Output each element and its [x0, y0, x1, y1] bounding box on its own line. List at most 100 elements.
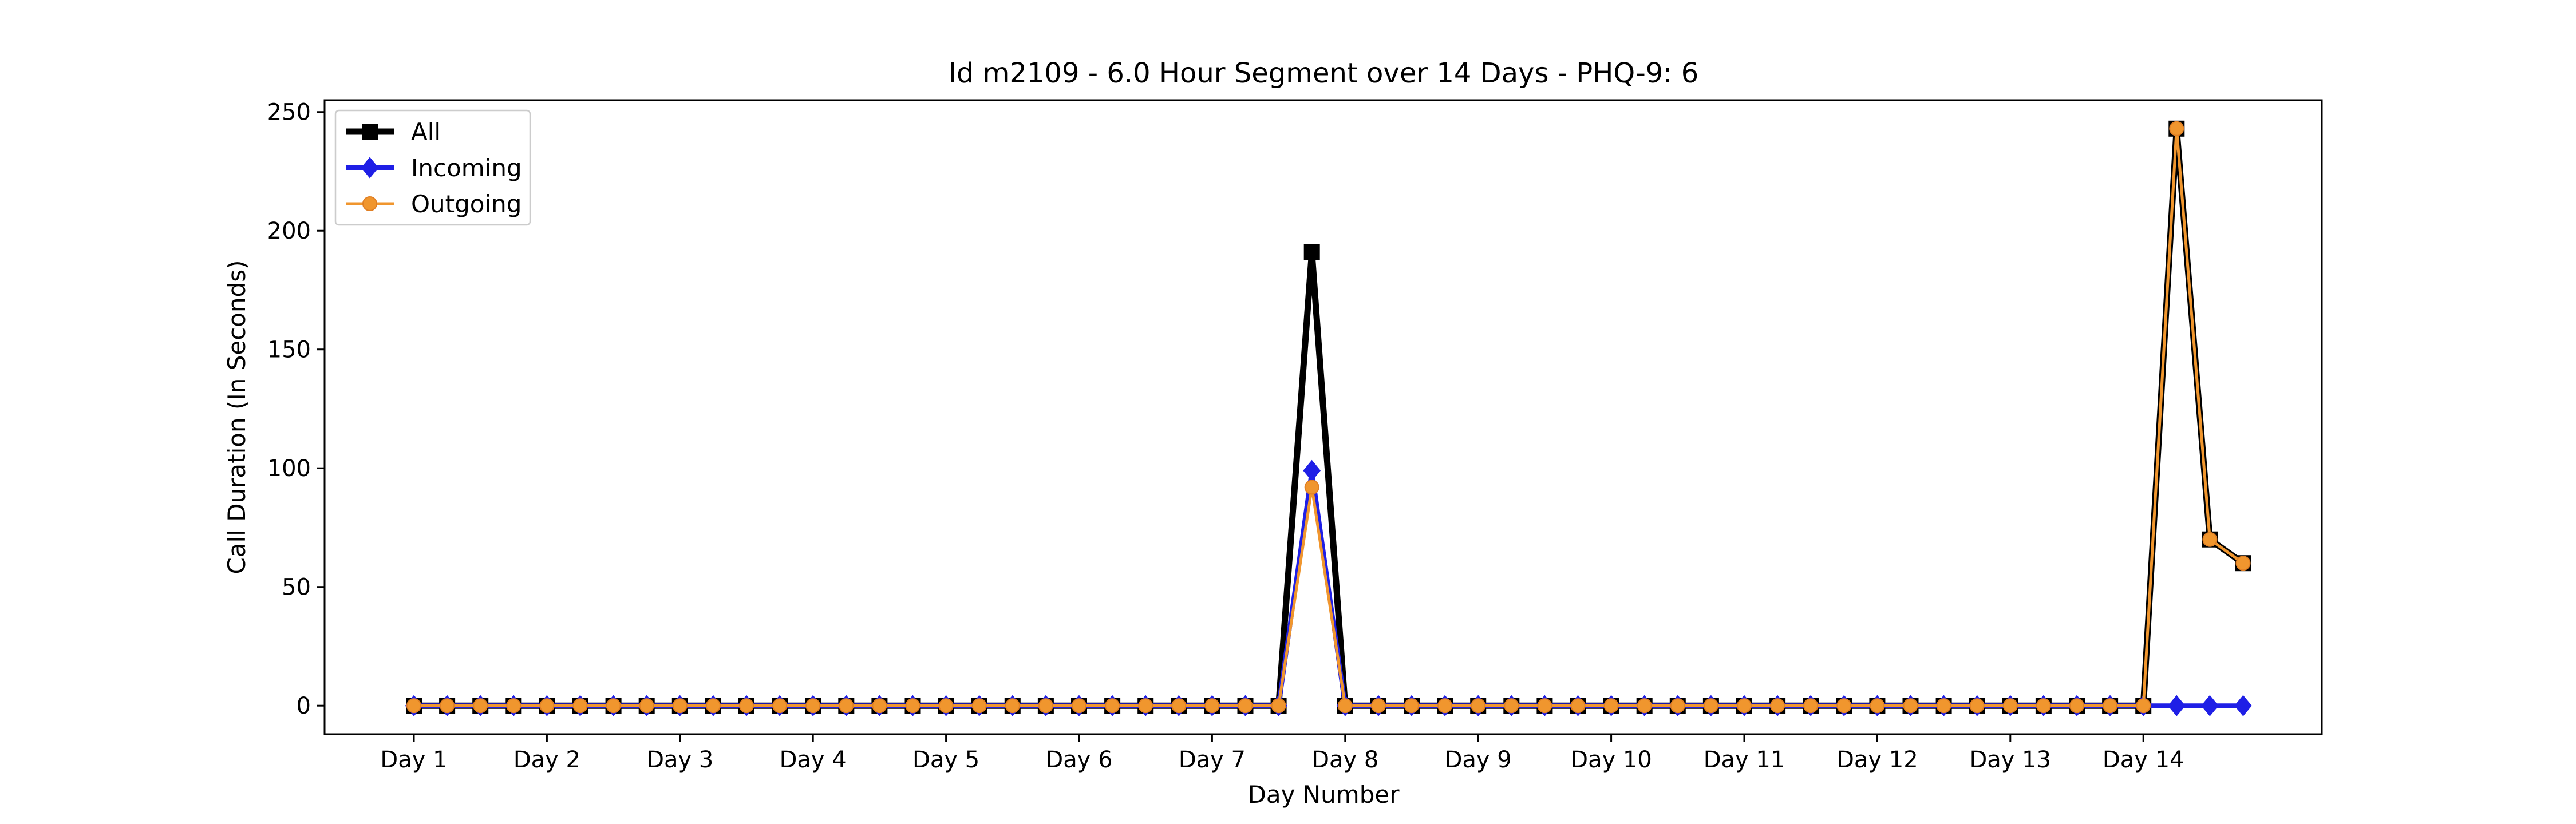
data-point-outgoing: [1670, 698, 1685, 714]
data-point-outgoing: [905, 698, 920, 714]
x-tick-label: Day 14: [2103, 747, 2184, 773]
data-point-outgoing: [1471, 698, 1486, 714]
y-tick-label: 150: [267, 337, 311, 363]
y-axis-ticks: 0 50 100 150 200 250: [267, 100, 325, 719]
data-point-outgoing: [1105, 698, 1120, 714]
series-all: [406, 120, 2251, 714]
data-point-outgoing: [1304, 480, 1319, 495]
data-point-outgoing: [1038, 698, 1053, 714]
x-tick-label: Day 4: [780, 747, 847, 773]
x-tick-label: Day 6: [1045, 747, 1112, 773]
y-tick-label: 200: [267, 218, 311, 244]
y-tick-label: 50: [282, 575, 311, 601]
x-tick-label: Day 12: [1836, 747, 1918, 773]
data-point-outgoing: [1570, 698, 1586, 714]
data-point-outgoing: [1637, 698, 1652, 714]
x-tick-label: Day 9: [1445, 747, 1512, 773]
y-tick-label: 100: [267, 455, 311, 482]
x-tick-label: Day 13: [1969, 747, 2051, 773]
data-point-outgoing: [2169, 121, 2184, 136]
legend-label-incoming: Incoming: [411, 154, 522, 182]
data-point-outgoing: [440, 698, 455, 714]
data-point-outgoing: [1803, 698, 1819, 714]
data-point-outgoing: [1504, 698, 1519, 714]
y-tick-label: 250: [267, 100, 311, 126]
legend-label-all: All: [411, 118, 441, 146]
x-axis-ticks: Day 1 Day 2 Day 3 Day 4 Day 5 Day 6 Day 7 Day 8…: [380, 734, 2184, 773]
data-point-outgoing: [1072, 698, 1086, 714]
data-point-outgoing: [772, 698, 788, 714]
data-point-outgoing: [971, 698, 987, 714]
data-point-outgoing: [506, 698, 521, 714]
legend-box: [334, 109, 531, 226]
x-tick-label: Day 7: [1179, 747, 1246, 773]
data-point-outgoing: [1603, 698, 1619, 714]
data-point-outgoing: [2103, 698, 2118, 714]
data-point-incoming: [2234, 695, 2252, 716]
data-point-outgoing: [606, 698, 621, 714]
data-point-outgoing: [572, 698, 588, 714]
plot-area-frame: [323, 99, 2323, 735]
data-point-outgoing: [1903, 698, 1918, 714]
x-tick-label: Day 5: [912, 747, 979, 773]
data-point-outgoing: [1737, 698, 1752, 714]
data-point-outgoing: [1969, 698, 1985, 714]
series-line-outgoing: [414, 128, 2244, 707]
legend: All Incoming Outgoing: [334, 109, 531, 226]
x-tick-label: Day 10: [1570, 747, 1652, 773]
data-point-outgoing: [1271, 698, 1286, 714]
data-point-outgoing: [1437, 698, 1453, 714]
legend-marker-outgoing: [362, 196, 377, 211]
data-point-outgoing: [473, 698, 488, 714]
x-tick-label: Day 11: [1704, 747, 1785, 773]
data-point-outgoing: [406, 698, 421, 714]
x-tick-label: Day 8: [1311, 747, 1378, 773]
data-point-outgoing: [1770, 698, 1785, 714]
data-point-outgoing: [872, 698, 887, 714]
x-tick-label: Day 1: [380, 747, 447, 773]
data-point-incoming: [2168, 695, 2186, 716]
data-point-outgoing: [672, 698, 688, 714]
y-axis-title: Call Duration (In Seconds): [223, 260, 251, 574]
series-outgoing: [406, 121, 2251, 714]
data-point-outgoing: [1870, 698, 1885, 714]
data-point-outgoing: [2002, 698, 2018, 714]
data-point-outgoing: [639, 698, 654, 714]
legend-marker-incoming: [361, 157, 379, 179]
data-point-outgoing: [805, 698, 821, 714]
data-point-outgoing: [1936, 698, 1951, 714]
data-point-outgoing: [1005, 698, 1020, 714]
data-point-outgoing: [1537, 698, 1552, 714]
x-tick-label: Day 2: [513, 747, 580, 773]
data-point-outgoing: [1204, 698, 1220, 714]
data-point-incoming: [1303, 459, 1321, 481]
data-point-outgoing: [839, 698, 854, 714]
x-axis-title: Day Number: [1247, 781, 1400, 809]
data-point-incoming: [2201, 695, 2219, 716]
data-point-outgoing: [1404, 698, 1419, 714]
data-point-outgoing: [1836, 698, 1852, 714]
data-point-outgoing: [1238, 698, 1253, 714]
x-tick-label: Day 3: [646, 747, 713, 773]
data-point-outgoing: [1703, 698, 1718, 714]
data-point-outgoing: [1138, 698, 1153, 714]
data-point-outgoing: [2202, 532, 2218, 547]
legend-marker-all: [362, 124, 378, 140]
data-point-outgoing: [2036, 698, 2051, 714]
chart-title: Id m2109 - 6.0 Hour Segment over 14 Days…: [949, 57, 1699, 89]
data-point-outgoing: [938, 698, 954, 714]
data-point-outgoing: [539, 698, 555, 714]
data-point-all: [1303, 244, 1320, 260]
data-point-outgoing: [2235, 556, 2251, 571]
legend-label-outgoing: Outgoing: [411, 190, 521, 218]
series-layer: [405, 120, 2252, 716]
data-point-outgoing: [2136, 698, 2151, 714]
data-point-outgoing: [1337, 698, 1353, 714]
data-point-outgoing: [739, 698, 754, 714]
data-point-outgoing: [705, 698, 721, 714]
data-point-outgoing: [1370, 698, 1386, 714]
data-point-outgoing: [2069, 698, 2084, 714]
y-tick-label: 0: [297, 693, 311, 719]
series-line-all: [414, 128, 2245, 709]
